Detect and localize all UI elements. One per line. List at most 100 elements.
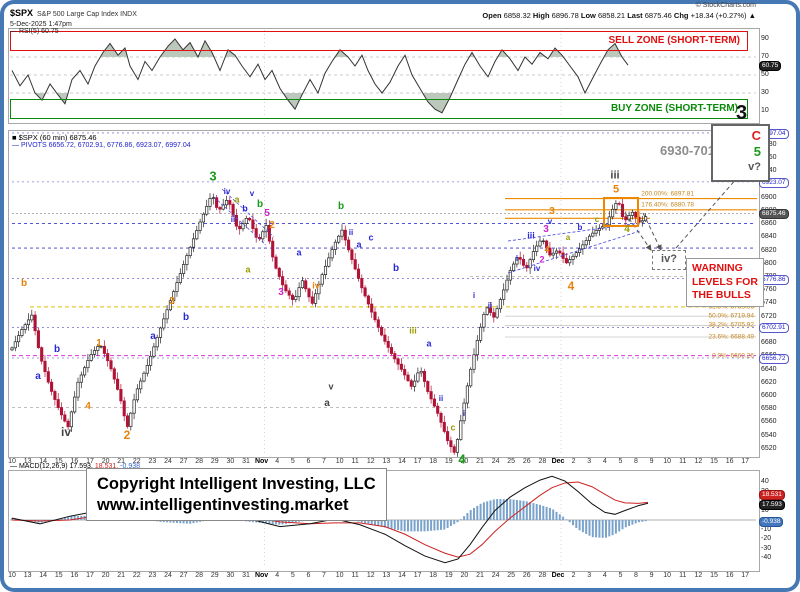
date-label: 17 — [86, 458, 94, 465]
date-label: 9 — [649, 458, 654, 465]
rsi-line-marker: — — [10, 28, 17, 35]
macd-value-badge: 18.531 — [759, 490, 785, 501]
date-label: 29 — [210, 458, 219, 465]
date-label: 10 — [8, 458, 16, 465]
wave-label: 4 — [544, 244, 550, 255]
fib-extension-label: 200.00%: 6897.81 — [641, 190, 694, 198]
price-tick: 6680 — [761, 339, 777, 347]
date-label: 12 — [694, 458, 703, 465]
wave-label: 3 — [278, 287, 284, 298]
chg-value: +18.34 (+0.27%) ▲ — [690, 11, 756, 20]
warning-box: WARNING LEVELS FOR THE BULLS — [686, 258, 764, 307]
last-label: Last — [627, 11, 643, 20]
main-chart-panel[interactable] — [8, 130, 760, 458]
date-label: 15 — [54, 572, 63, 579]
copyright-line-2: www.intelligentinvesting.market — [97, 495, 349, 514]
date-label: 23 — [148, 572, 157, 579]
rsi-tick: 10 — [761, 107, 769, 114]
date-label: 3 — [587, 458, 592, 465]
main-legend-text: $SPX (60 min) 6875.46 — [18, 133, 97, 142]
rsi-legend: — RSI(5) 60.75 — [10, 28, 137, 35]
fib-retracement-label: 50.0%: 6719.94 — [708, 312, 754, 320]
wave-label: a — [324, 398, 330, 409]
date-label: 20 — [101, 572, 110, 579]
ohlc-quote: Open 6858.32 High 6896.78 Low 6858.21 La… — [482, 11, 756, 20]
date-label: 23 — [148, 458, 157, 465]
date-label: 28 — [195, 458, 204, 465]
rsi-legend-text: RSI(5) 60.75 — [18, 28, 59, 35]
date-label: 25 — [507, 458, 516, 465]
wave-label: 3 — [209, 168, 217, 184]
pivots-legend: — PIVOTS 6656.72, 6702.91, 6776.86, 6923… — [12, 142, 191, 149]
price-tick: 6760 — [761, 286, 777, 294]
date-label: 14 — [398, 572, 406, 579]
macd-tick: -30 — [761, 544, 772, 552]
date-label: 8 — [634, 572, 638, 579]
low-value: 6858.21 — [597, 11, 626, 20]
wave-label: a — [356, 239, 362, 250]
price-tick: 6640 — [761, 365, 777, 373]
date-label: 2 — [571, 572, 576, 579]
date-label: 18 — [429, 572, 438, 579]
wave-v-question-label: v? — [748, 160, 761, 173]
macd-value-badge: 17.593 — [759, 500, 785, 511]
candlestick-marker: ■ — [12, 133, 17, 142]
date-label: 20 — [101, 458, 110, 465]
last-price-badge: 6875.46 — [759, 209, 789, 220]
date-label: 19 — [444, 458, 453, 465]
date-label: 16 — [70, 458, 79, 465]
date-label: 24 — [164, 458, 172, 465]
chg-label: Chg — [673, 11, 689, 20]
date-label: 15 — [54, 458, 63, 465]
wave-label: i — [515, 254, 519, 263]
fib-extension-label: 176.40%: 6880.78 — [641, 201, 694, 209]
price-tick: 6520 — [761, 444, 777, 452]
wave-label: a — [234, 194, 240, 205]
wave-label: a — [150, 331, 156, 342]
date-label: 5 — [618, 572, 623, 579]
date-label: 12 — [366, 458, 375, 465]
price-tick: 6740 — [761, 299, 777, 307]
price-tick: 6580 — [761, 405, 777, 413]
date-label: 13 — [382, 458, 391, 465]
date-label: 17 — [413, 458, 422, 465]
wave-5-label: 5 — [753, 144, 761, 160]
date-label: 3 — [587, 572, 592, 579]
date-label: 30 — [226, 458, 235, 465]
wave-label: iii — [527, 230, 535, 241]
wave-label: a — [426, 338, 432, 349]
date-label: 26 — [522, 572, 531, 579]
date-label: 4 — [602, 572, 607, 579]
wave-label: 2 — [269, 220, 275, 231]
date-label: 31 — [242, 458, 250, 465]
date-label: 17 — [413, 572, 422, 579]
price-tick: 6840 — [761, 233, 777, 241]
fib-retracement-label: 23.6%: 6688.49 — [708, 333, 754, 341]
macd-tick: -20 — [761, 535, 772, 542]
wave-label: iii — [610, 169, 620, 182]
date-label: 7 — [322, 572, 326, 579]
pivots-legend-text: PIVOTS 6656.72, 6702.91, 6776.86, 6923.0… — [20, 142, 191, 149]
wave-label: 1 — [96, 338, 102, 349]
date-label: 24 — [164, 572, 172, 579]
wave-label: v — [328, 381, 334, 392]
date-label: 31 — [242, 572, 250, 579]
date-label: 5 — [290, 572, 295, 579]
open-label: Open — [482, 11, 502, 20]
date-label: 16 — [725, 458, 734, 465]
date-label: 10 — [8, 572, 16, 579]
date-label: 21 — [476, 458, 484, 465]
low-label: Low — [580, 11, 596, 20]
price-tick: 6900 — [761, 193, 777, 201]
date-label: 9 — [649, 572, 654, 579]
wave-label: 5 — [612, 183, 620, 196]
date-label: Dec — [551, 458, 565, 465]
rsi-tick: 30 — [761, 89, 769, 96]
date-label: 11 — [351, 572, 359, 579]
wave-label: 4 — [567, 279, 575, 293]
price-tick: 6820 — [761, 246, 777, 254]
wave-label: a — [565, 233, 571, 242]
open-value: 6858.32 — [503, 11, 531, 20]
date-label: 30 — [226, 572, 235, 579]
macd-tick: 40 — [761, 478, 769, 485]
